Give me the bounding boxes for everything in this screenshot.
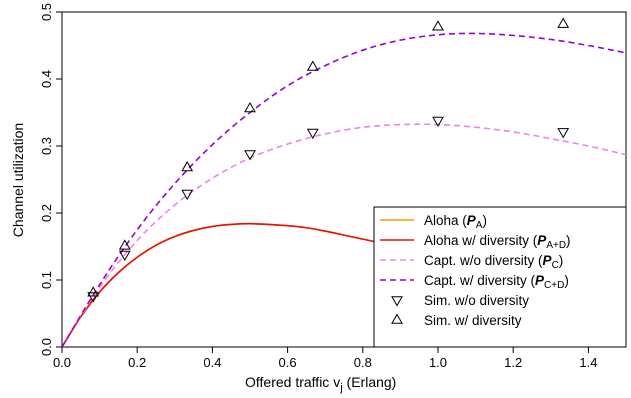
legend-label-subscript: C+D: [544, 280, 564, 291]
data-point-sim-w-diversity: [87, 286, 100, 297]
y-tick-label: 0.4: [39, 70, 54, 88]
x-tick-label: 0.4: [203, 355, 221, 370]
legend: Aloha (PA)Aloha w/ diversity (PA+D)Capt.…: [373, 206, 627, 348]
data-point-sim-w-diversity: [181, 160, 194, 172]
legend-label-close: ): [566, 233, 571, 248]
legend-label: Sim. w/ diversity: [424, 313, 522, 328]
legend-item-capt-w-o-diversity-p-c: Capt. w/o diversity (PC): [380, 253, 563, 271]
legend-label-subscript: C: [552, 260, 559, 271]
legend-label-subscript: A: [476, 220, 483, 231]
x-tick-label: 1.4: [579, 355, 597, 370]
x-tick-label: 0.8: [354, 355, 372, 370]
legend-label-symbol: P: [535, 273, 545, 288]
x-tick-label: 0.0: [53, 355, 71, 370]
series-line-capt-w-diversity-p-c-d: [62, 32, 626, 347]
legend-label-symbol: P: [537, 233, 547, 248]
x-axis-label-unit: (Erlang): [343, 374, 397, 390]
data-point-sim-w-diversity: [118, 239, 131, 250]
data-point-sim-w-o-diversity: [87, 292, 100, 303]
legend-item-sim-w-o-diversity: Sim. w/o diversity: [391, 293, 529, 308]
data-point-sim-w-o-diversity: [118, 250, 131, 262]
legend-item-aloha-p-a: Aloha (PA): [380, 213, 487, 231]
legend-label-text: Sim. w/ diversity: [424, 313, 522, 328]
legend-label-text: Aloha (: [424, 213, 467, 228]
legend-marker: [391, 313, 403, 324]
data-point-sim-w-o-diversity: [557, 128, 570, 139]
legend-label: Aloha (PA): [424, 213, 487, 231]
legend-label: Sim. w/o diversity: [424, 293, 529, 308]
y-axis-label: Channel utilization: [10, 123, 26, 237]
y-tick-label: 0.1: [39, 271, 54, 289]
data-point-sim-w-o-diversity: [306, 128, 319, 140]
x-axis-label-main: Offered traffic v: [245, 374, 340, 390]
legend-label: Aloha w/ diversity (PA+D): [424, 233, 571, 251]
legend-label-subscript: A+D: [546, 240, 566, 251]
axis-ticks: 0.0 0.2 0.4 0.6 0.8 1.0 1.2 1.4 0.0 0.1 0.2 0.3 0.4 0…: [39, 3, 597, 370]
legend-label-text: Aloha w/ diversity (: [424, 233, 538, 248]
legend-label-close: ): [559, 253, 564, 268]
x-tick-label: 1.0: [429, 355, 447, 370]
legend-label-text: Sim. w/o diversity: [424, 293, 529, 308]
legend-label-text: Capt. w/o diversity (: [424, 253, 543, 268]
data-point-sim-w-diversity: [432, 20, 444, 31]
plot-area-frame: [61, 11, 627, 348]
y-tick-label: 0.0: [39, 338, 54, 356]
data-point-sim-w-o-diversity: [432, 116, 444, 128]
legend-label-close: ): [564, 273, 569, 288]
legend-marker: [391, 296, 403, 307]
series-line-capt-w-o-diversity-p-c: [62, 123, 626, 347]
data-point-sim-w-diversity: [306, 60, 319, 71]
data-point-sim-w-o-diversity: [244, 150, 256, 161]
y-tick-label: 0.3: [39, 137, 54, 155]
legend-label: Capt. w/o diversity (PC): [424, 253, 563, 271]
x-axis-label-subscript: j: [339, 382, 342, 394]
legend-label-text: Capt. w/ diversity (: [424, 273, 536, 288]
x-axis-label: Offered traffic vj (Erlang): [245, 374, 396, 394]
legend-label-symbol: P: [467, 213, 477, 228]
x-tick-label: 1.2: [504, 355, 522, 370]
legend-item-aloha-w-diversity-p-a-d: Aloha w/ diversity (PA+D): [380, 233, 571, 251]
y-tick-label: 0.5: [39, 3, 54, 21]
legend-item-capt-w-diversity-p-c-d: Capt. w/ diversity (PC+D): [380, 273, 569, 291]
y-tick-label: 0.2: [39, 204, 54, 222]
data-point-sim-w-diversity: [244, 101, 256, 113]
data-point-sim-w-diversity: [557, 17, 570, 28]
legend-label-symbol: P: [543, 253, 553, 268]
x-tick-label: 0.2: [128, 355, 146, 370]
legend-item-sim-w-diversity: Sim. w/ diversity: [391, 313, 522, 328]
x-tick-label: 0.6: [279, 355, 297, 370]
legend-label-close: ): [482, 213, 487, 228]
data-point-sim-w-o-diversity: [181, 189, 194, 201]
legend-box: [373, 206, 627, 348]
legend-label: Capt. w/ diversity (PC+D): [424, 273, 569, 291]
